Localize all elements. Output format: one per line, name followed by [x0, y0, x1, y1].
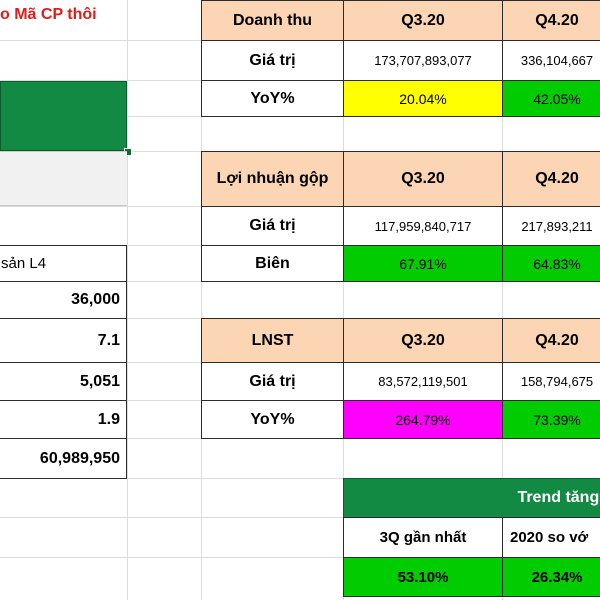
grid-line [127, 0, 128, 600]
value-cell[interactable]: 5,051 [0, 362, 127, 401]
revenue-value-q4[interactable]: 336,104,667 [502, 40, 600, 81]
net-income-yoy-q3[interactable]: 264.79% [343, 400, 503, 439]
net-income-yoy-label[interactable]: YoY% [201, 400, 344, 439]
net-income-header-q3[interactable]: Q3.20 [343, 318, 503, 363]
net-income-value-q3[interactable]: 83,572,119,501 [343, 362, 503, 401]
grid-line [0, 557, 600, 558]
gray-cell[interactable] [0, 151, 127, 206]
net-income-value-q4[interactable]: 158,794,675 [502, 362, 600, 401]
net-income-yoy-q4[interactable]: 73.39% [502, 400, 600, 439]
gross-profit-header-q4[interactable]: Q4.20 [502, 151, 600, 207]
revenue-value-label[interactable]: Giá trị [201, 40, 344, 81]
gross-profit-header-q3[interactable]: Q3.20 [343, 151, 503, 207]
sheet-title: o Mã CP thôi [0, 6, 97, 23]
trend-recent-quarters-value[interactable]: 53.10% [343, 557, 503, 597]
value-cell[interactable]: 60,989,950 [0, 438, 127, 479]
trend-yearly-label[interactable]: 2020 so vớ [502, 517, 600, 558]
trend-yearly-value[interactable]: 26.34% [502, 557, 600, 597]
selected-cell[interactable] [0, 81, 127, 151]
revenue-yoy-q4[interactable]: 42.05% [502, 80, 600, 117]
gross-profit-value-q4[interactable]: 217,893,211 [502, 206, 600, 246]
gross-profit-value-label[interactable]: Giá trị [201, 206, 344, 246]
trend-recent-quarters-label[interactable]: 3Q gần nhất [343, 517, 503, 558]
revenue-yoy-label[interactable]: YoY% [201, 80, 344, 117]
gross-margin-q4[interactable]: 64.83% [502, 245, 600, 282]
net-income-header-label[interactable]: LNST [201, 318, 344, 363]
value-cell[interactable]: 36,000 [0, 281, 127, 319]
revenue-yoy-q3[interactable]: 20.04% [343, 80, 503, 117]
revenue-header-q3[interactable]: Q3.20 [343, 0, 503, 41]
grid-line [343, 0, 344, 600]
gross-margin-q3[interactable]: 67.91% [343, 245, 503, 282]
value-cell[interactable]: 7.1 [0, 318, 127, 363]
gross-profit-header-label[interactable]: Lợi nhuận gộp [201, 151, 344, 207]
grid-line [502, 0, 503, 600]
revenue-value-q3[interactable]: 173,707,893,077 [343, 40, 503, 81]
gross-margin-label[interactable]: Biên [201, 245, 344, 282]
revenue-header-q4[interactable]: Q4.20 [502, 0, 600, 41]
value-cell[interactable]: 1.9 [0, 400, 127, 439]
net-income-header-q4[interactable]: Q4.20 [502, 318, 600, 363]
list-header-cell[interactable]: sản L4 [0, 245, 127, 282]
grid-line [0, 517, 600, 518]
net-income-value-label[interactable]: Giá trị [201, 362, 344, 401]
revenue-header-label[interactable]: Doanh thu [201, 0, 344, 41]
grid-line [0, 478, 600, 479]
gross-profit-value-q3[interactable]: 117,959,840,717 [343, 206, 503, 246]
trend-title[interactable]: Trend tăng t [343, 478, 600, 518]
grid-line [201, 0, 202, 600]
